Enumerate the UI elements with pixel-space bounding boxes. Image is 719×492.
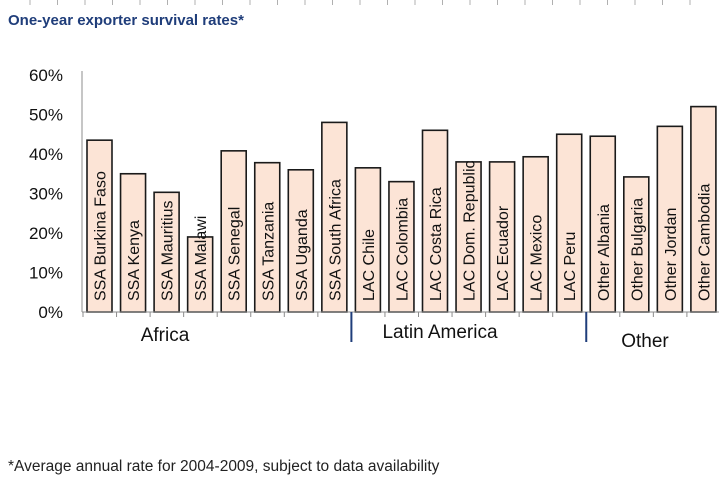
bar-label: SSA Uganda xyxy=(294,209,311,301)
bar-label: LAC Chile xyxy=(361,229,378,301)
bar xyxy=(455,161,482,313)
bar-label: Other Albania xyxy=(596,204,613,301)
y-tick-label: 0% xyxy=(38,303,63,322)
bar-label: SSA Malawi xyxy=(193,216,210,301)
bar-label: LAC Peru xyxy=(562,232,579,301)
bar-label: SSA Tanzania xyxy=(260,202,277,301)
bar xyxy=(119,172,147,313)
bar xyxy=(86,139,113,313)
y-tick-label: 30% xyxy=(29,185,63,204)
bar-label: SSA Senegal xyxy=(227,207,244,301)
bar-label: LAC Colombia xyxy=(394,198,411,301)
y-tick-label: 40% xyxy=(29,145,63,164)
y-tick-label: 60% xyxy=(29,66,63,85)
bar xyxy=(690,105,717,313)
bar xyxy=(622,176,650,313)
top-tick-marks xyxy=(29,0,691,5)
bar-label: Other Cambodia xyxy=(696,184,713,301)
bar-label: LAC Costa Rica xyxy=(428,187,445,301)
bar-label: LAC Mexico xyxy=(529,215,546,301)
bar-label: Other Bulgaria xyxy=(629,198,646,301)
bar-label: LAC Dom. Republic xyxy=(462,161,479,302)
bar xyxy=(321,121,348,313)
bar xyxy=(354,167,382,313)
bar xyxy=(656,125,684,313)
bar-label: SSA Kenya xyxy=(126,220,143,301)
bar xyxy=(421,129,449,313)
group-label: Africa xyxy=(141,325,190,346)
bar xyxy=(555,133,583,313)
bar-label: SSA Mauritius xyxy=(160,201,177,301)
group-label: Other xyxy=(621,331,669,352)
y-tick-label: 20% xyxy=(29,224,63,243)
y-axis: 0% 10% 20% 30% 40% 50% 60% xyxy=(29,66,83,322)
group-labels: Africa Latin America Other xyxy=(141,312,669,352)
bar xyxy=(287,169,315,313)
bar xyxy=(589,135,617,313)
bars: SSA Burkina Faso SSA Kenya SSA Mauritius SS… xyxy=(86,105,717,313)
bar xyxy=(388,180,415,313)
bar-label: SSA South Africa xyxy=(327,179,344,301)
y-tick-label: 10% xyxy=(29,264,63,283)
bar-label: Other Jordan xyxy=(663,208,680,301)
group-label: Latin America xyxy=(382,322,498,343)
chart-footnote: *Average annual rate for 2004-2009, subj… xyxy=(8,458,440,475)
bar-label: SSA Burkina Faso xyxy=(93,171,110,301)
bar-label: LAC Ecuador xyxy=(495,205,512,301)
bar xyxy=(220,150,247,313)
chart-title: One-year exporter survival rates* xyxy=(8,12,244,29)
bar xyxy=(488,161,516,313)
bar xyxy=(153,191,180,313)
y-tick-label: 50% xyxy=(29,106,63,125)
